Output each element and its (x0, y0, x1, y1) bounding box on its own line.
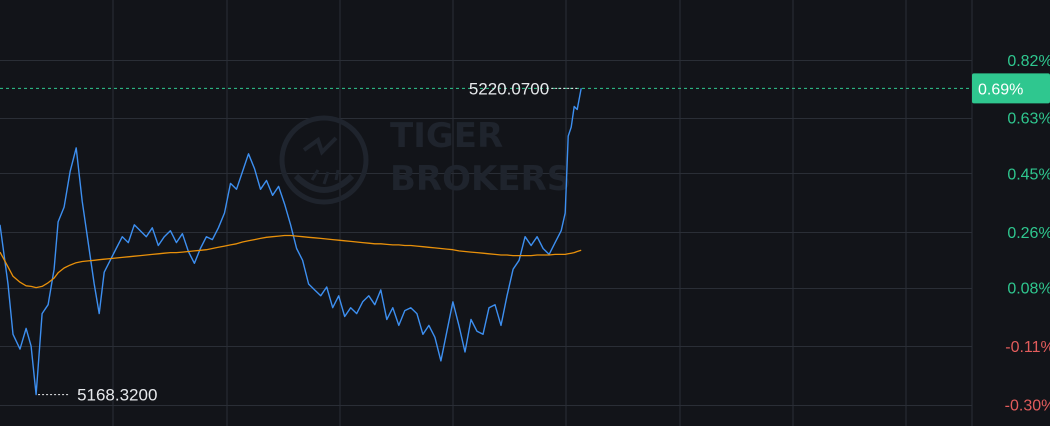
price-line (0, 88, 582, 396)
current-change-badge: 0.69% (972, 73, 1050, 104)
series-layer (0, 88, 582, 396)
tiger-brokers-logo-icon (279, 115, 369, 205)
min-price-label: 5168.3200 (77, 386, 157, 405)
y-tick-label: 0.63% (1007, 111, 1050, 128)
watermark-line1: TIGER (390, 116, 503, 156)
y-axis: 0.82% 0.63% 0.45% 0.26% 0.08% -0.11% -0.30% (1005, 53, 1050, 415)
max-price-label: 5220.0700 (469, 79, 549, 98)
min-annotation: 5168.3200 (38, 386, 157, 405)
y-tick-label: 0.26% (1007, 225, 1050, 242)
watermark-line2: BROKERS (390, 159, 571, 199)
y-tick-label: -0.11% (1005, 339, 1050, 356)
average-price-line (0, 234, 582, 289)
y-tick-label: 0.08% (1007, 281, 1050, 298)
y-tick-label: -0.30% (1005, 398, 1050, 415)
y-tick-label: 0.82% (1007, 53, 1050, 70)
max-annotation: 5220.0700 (469, 79, 580, 98)
grid-layer (0, 0, 973, 426)
watermark: TIGER BROKERS (279, 115, 571, 205)
y-tick-label: 0.45% (1007, 166, 1050, 183)
current-change-label: 0.69% (978, 81, 1023, 98)
current-change-badge-bg (972, 73, 1050, 104)
